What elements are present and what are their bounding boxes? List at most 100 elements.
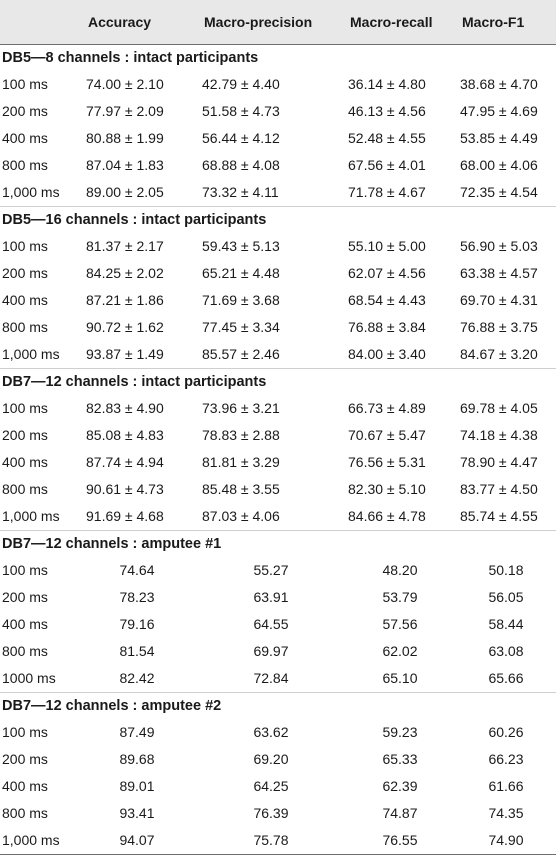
cell-macro-f1: 56.05 [488,589,524,605]
header-window [0,0,82,45]
cell-accuracy: 89.68 [119,751,155,767]
table-row: 100 ms 74.00 ± 2.10 42.79 ± 4.40 36.14 ± 4.… [0,71,556,98]
cell-macro-precision: 55.27 [253,562,289,578]
table-row: 1,000 ms 91.69 ± 4.68 87.03 ± 4.06 84.66 ± … [0,503,556,531]
cell-macro-f1: 53.85 ± 4.49 [460,130,538,146]
header-macro-precision: Macro-precision [198,0,344,45]
table-row: 1000 ms 82.42 72.84 65.10 65.66 [0,665,556,693]
cell-macro-precision: 72.84 [253,670,289,686]
row-label: 400 ms [2,778,48,794]
table-row: 800 ms 87.04 ± 1.83 68.88 ± 4.08 67.56 ± 4.… [0,152,556,179]
row-label: 200 ms [2,103,48,119]
table-header: Accuracy Macro-precision Macro-recall Ma… [0,0,556,45]
table-row: 800 ms 81.54 69.97 62.02 63.08 [0,638,556,665]
cell-macro-f1: 74.90 [488,832,524,848]
cell-macro-f1: 50.18 [488,562,524,578]
cell-macro-recall: 62.39 [382,778,418,794]
cell-macro-precision: 65.21 ± 4.48 [202,265,280,281]
cell-macro-recall: 76.88 ± 3.84 [348,319,426,335]
row-label: 100 ms [2,562,48,578]
table-row: 400 ms 89.01 64.25 62.39 61.66 [0,773,556,800]
cell-macro-f1: 74.35 [488,805,524,821]
cell-accuracy: 77.97 ± 2.09 [86,103,164,119]
cell-macro-recall: 36.14 ± 4.80 [348,76,426,92]
cell-accuracy: 91.69 ± 4.68 [86,508,164,524]
cell-macro-precision: 51.58 ± 4.73 [202,103,280,119]
row-label: 800 ms [2,319,48,335]
cell-macro-f1: 83.77 ± 4.50 [460,481,538,497]
table-row: 100 ms 87.49 63.62 59.23 60.26 [0,719,556,746]
table-row: 400 ms 87.21 ± 1.86 71.69 ± 3.68 68.54 ± 4.… [0,287,556,314]
cell-macro-precision: 73.32 ± 4.11 [202,184,279,200]
table-row: 1,000 ms 89.00 ± 2.05 73.32 ± 4.11 71.78 ± … [0,179,556,207]
cell-accuracy: 84.25 ± 2.02 [86,265,164,281]
cell-accuracy: 87.04 ± 1.83 [86,157,164,173]
section-header-row: DB7—12 channels : amputee #1 [0,529,556,557]
cell-accuracy: 90.72 ± 1.62 [86,319,164,335]
cell-macro-f1: 47.95 ± 4.69 [460,103,538,119]
cell-macro-precision: 69.97 [253,643,289,659]
row-label: 100 ms [2,238,48,254]
cell-macro-precision: 81.81 ± 3.29 [202,454,280,470]
header-macro-f1: Macro-F1 [456,0,556,45]
cell-accuracy: 87.74 ± 4.94 [86,454,164,470]
row-label: 100 ms [2,400,48,416]
cell-macro-precision: 87.03 ± 4.06 [202,508,280,524]
cell-macro-f1: 78.90 ± 4.47 [460,454,538,470]
cell-accuracy: 85.08 ± 4.83 [86,427,164,443]
cell-macro-f1: 69.70 ± 4.31 [460,292,538,308]
cell-macro-precision: 63.91 [253,589,289,605]
table-row: 200 ms 89.68 69.20 65.33 66.23 [0,746,556,773]
header-row: Accuracy Macro-precision Macro-recall Ma… [0,0,556,45]
table-row: 200 ms 85.08 ± 4.83 78.83 ± 2.88 70.67 ± 5.… [0,422,556,449]
cell-accuracy: 79.16 [119,616,155,632]
section-title: DB7—12 channels : amputee #2 [0,691,556,719]
cell-macro-f1: 76.88 ± 3.75 [460,319,538,335]
table-row: 800 ms 93.41 76.39 74.87 74.35 [0,800,556,827]
cell-accuracy: 81.37 ± 2.17 [86,238,164,254]
cell-accuracy: 94.07 [119,832,155,848]
cell-macro-recall: 62.07 ± 4.56 [348,265,426,281]
row-label: 400 ms [2,616,48,632]
table-row: 100 ms 74.64 55.27 48.20 50.18 [0,557,556,584]
cell-macro-precision: 68.88 ± 4.08 [202,157,280,173]
cell-macro-f1: 38.68 ± 4.70 [460,76,538,92]
row-label: 1,000 ms [2,184,60,200]
cell-accuracy: 89.01 [119,778,155,794]
cell-macro-precision: 56.44 ± 4.12 [202,130,280,146]
cell-macro-f1: 69.78 ± 4.05 [460,400,538,416]
cell-macro-precision: 73.96 ± 3.21 [202,400,280,416]
row-label: 200 ms [2,265,48,281]
cell-macro-recall: 62.02 [382,643,418,659]
cell-macro-precision: 69.20 [253,751,289,767]
cell-macro-recall: 71.78 ± 4.67 [348,184,426,200]
cell-macro-recall: 52.48 ± 4.55 [348,130,426,146]
section-title: DB5—16 channels : intact participants [0,205,556,233]
row-label: 400 ms [2,130,48,146]
cell-macro-recall: 65.10 [382,670,418,686]
row-label: 200 ms [2,589,48,605]
cell-macro-f1: 65.66 [488,670,524,686]
row-label: 800 ms [2,481,48,497]
cell-macro-precision: 64.55 [253,616,289,632]
cell-accuracy: 87.49 [119,724,155,740]
cell-macro-recall: 67.56 ± 4.01 [348,157,426,173]
cell-accuracy: 74.00 ± 2.10 [86,76,164,92]
table-row: 400 ms 79.16 64.55 57.56 58.44 [0,611,556,638]
cell-accuracy: 78.23 [119,589,155,605]
section-header-row: DB5—8 channels : intact participants [0,43,556,71]
row-label: 800 ms [2,643,48,659]
cell-macro-f1: 74.18 ± 4.38 [460,427,538,443]
table-row: 400 ms 87.74 ± 4.94 81.81 ± 3.29 76.56 ± 5.… [0,449,556,476]
row-label: 400 ms [2,292,48,308]
header-accuracy: Accuracy [82,0,198,45]
cell-macro-recall: 68.54 ± 4.43 [348,292,426,308]
cell-macro-precision: 63.62 [253,724,289,740]
cell-macro-precision: 85.48 ± 3.55 [202,481,280,497]
cell-accuracy: 89.00 ± 2.05 [86,184,164,200]
cell-macro-precision: 78.83 ± 2.88 [202,427,280,443]
cell-accuracy: 93.87 ± 1.49 [86,346,164,362]
table-row: 100 ms 82.83 ± 4.90 73.96 ± 3.21 66.73 ± 4.… [0,395,556,422]
cell-macro-recall: 46.13 ± 4.56 [348,103,426,119]
row-label: 200 ms [2,427,48,443]
